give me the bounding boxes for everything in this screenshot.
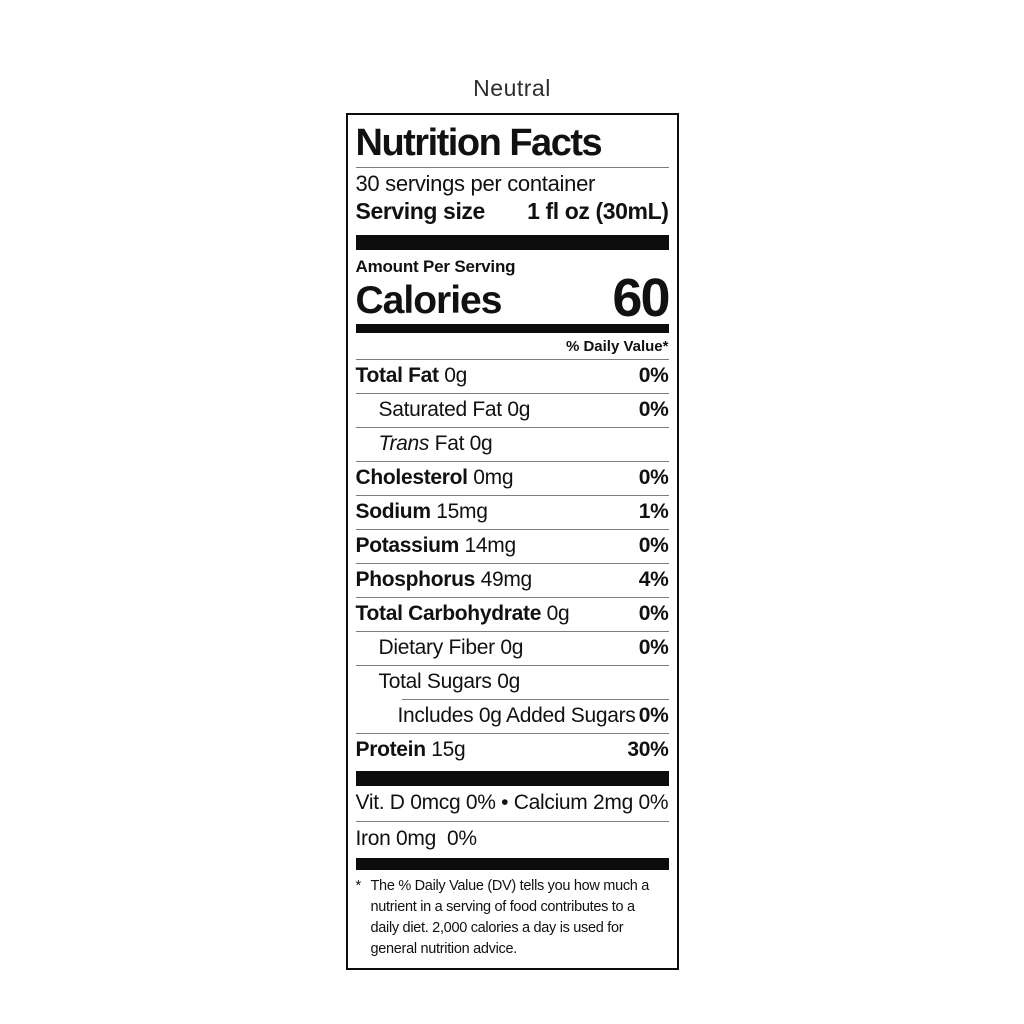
vitamin-separator bbox=[355, 821, 669, 823]
daily-value-percent: 0% bbox=[638, 466, 669, 490]
row-separator bbox=[355, 597, 669, 599]
title-separator bbox=[355, 167, 669, 168]
serving-size-label: Serving size bbox=[355, 198, 486, 224]
row-separator bbox=[355, 461, 669, 463]
nutrient-amount: 0g bbox=[507, 398, 531, 422]
nutrient-amount: 15mg bbox=[436, 500, 488, 524]
nutrient-amount: 15g bbox=[431, 738, 466, 762]
nutrient-row: Total Carbohydrate 0g 0% bbox=[356, 598, 669, 631]
nutrient-name: Total Sugars bbox=[378, 670, 492, 694]
daily-value-percent: 1% bbox=[638, 500, 669, 524]
nutrient-name: Includes 0g Added Sugars bbox=[397, 704, 636, 728]
nutrient-name-amount: Cholesterol 0mg bbox=[356, 465, 514, 491]
row-separator bbox=[401, 699, 669, 701]
nutrient-amount: 0mg bbox=[473, 466, 514, 490]
divider-bar-thick bbox=[355, 235, 669, 250]
footnote: * The % Daily Value (DV) tells you how m… bbox=[356, 876, 669, 960]
nutrient-row: Phosphorus 49mg 4% bbox=[356, 564, 669, 597]
footnote-asterisk: * bbox=[355, 878, 362, 895]
nutrient-amount: 0g bbox=[497, 670, 520, 694]
nutrient-name: Cholesterol bbox=[355, 466, 469, 490]
nutrient-name-amount: Dietary Fiber 0g bbox=[379, 635, 524, 661]
header-separator bbox=[355, 359, 669, 361]
nutrient-row: Total Sugars 0g bbox=[356, 666, 669, 699]
serving-size-row: Serving size 1 fl oz (30mL) bbox=[356, 197, 669, 226]
amount-per-serving-label: Amount Per Serving bbox=[355, 257, 516, 276]
calories-label: Calories bbox=[355, 279, 503, 323]
servings-per-container: 30 servings per container bbox=[355, 171, 596, 196]
nutrient-name: Protein bbox=[355, 738, 427, 762]
nutrient-name: Potassium bbox=[355, 534, 460, 558]
calories-value: 60 bbox=[612, 268, 670, 328]
nutrient-row: Saturated Fat 0g 0% bbox=[356, 394, 669, 427]
daily-value-percent: 0% bbox=[638, 398, 669, 422]
nutrient-row: Sodium 15mg 1% bbox=[356, 496, 669, 529]
divider-bar-medium bbox=[355, 324, 669, 334]
nutrient-name: Sodium bbox=[355, 500, 432, 524]
daily-value-percent: 0% bbox=[638, 704, 669, 728]
nutrient-name: Trans bbox=[378, 432, 430, 456]
vitamin-row-iron: Iron 0mg 0% bbox=[355, 827, 478, 851]
row-separator bbox=[355, 393, 669, 395]
row-separator bbox=[355, 563, 669, 565]
nutrient-amount: 0g bbox=[546, 602, 570, 626]
daily-value-header: % Daily Value* bbox=[565, 338, 669, 356]
nutrient-amount: 49mg bbox=[480, 568, 533, 592]
nutrient-name-amount: Trans Fat 0g bbox=[379, 431, 493, 457]
row-separator bbox=[355, 733, 669, 735]
nutrient-amount: Fat 0g bbox=[434, 432, 493, 456]
nutrient-name-amount: Sodium 15mg bbox=[356, 499, 488, 525]
daily-value-percent: 0% bbox=[638, 636, 669, 660]
label-title: Nutrition Facts bbox=[355, 122, 603, 164]
nutrition-facts-label: Nutrition Facts 30 servings per containe… bbox=[345, 113, 679, 971]
nutrient-row: Dietary Fiber 0g 0% bbox=[356, 632, 669, 665]
nutrient-name-amount: Total Fat 0g bbox=[356, 363, 468, 389]
row-separator bbox=[355, 631, 669, 633]
row-separator bbox=[355, 665, 669, 667]
nutrient-amount: 14mg bbox=[464, 534, 517, 558]
nutrient-row: Protein 15g 30% bbox=[356, 734, 669, 767]
row-separator bbox=[355, 529, 669, 531]
nutrient-name-amount: Phosphorus 49mg bbox=[355, 567, 533, 593]
nutrient-row: Trans Fat 0g bbox=[356, 428, 669, 461]
nutrient-row: Cholesterol 0mg 0% bbox=[356, 462, 669, 495]
nutrient-name: Total Carbohydrate bbox=[355, 602, 542, 626]
nutrient-name-amount: Potassium 14mg bbox=[355, 533, 517, 559]
nutrient-amount: 0g bbox=[500, 636, 524, 660]
nutrient-name-amount: Total Carbohydrate 0g bbox=[356, 601, 570, 627]
serving-size-value: 1 fl oz (30mL) bbox=[527, 198, 669, 224]
daily-value-percent: 0% bbox=[638, 602, 669, 626]
nutrient-row: Includes 0g Added Sugars 0% bbox=[356, 700, 669, 733]
daily-value-percent: 0% bbox=[638, 534, 669, 558]
daily-value-percent: 30% bbox=[627, 738, 669, 762]
nutrient-name: Saturated Fat bbox=[378, 398, 503, 422]
nutrient-rows: Total Fat 0g 0% Saturated Fat 0g 0% Trans Fa… bbox=[355, 360, 669, 767]
nutrient-name: Dietary Fiber bbox=[378, 636, 496, 660]
vitamin-row-vitd-calcium: Vit. D 0mcg 0% • Calcium 2mg 0% bbox=[355, 791, 669, 815]
nutrient-name-amount: Total Sugars 0g bbox=[378, 669, 521, 695]
row-separator bbox=[355, 427, 669, 429]
daily-value-percent: 0% bbox=[638, 364, 669, 388]
nutrient-name: Total Fat bbox=[355, 364, 440, 388]
row-separator bbox=[355, 495, 669, 497]
nutrient-name: Phosphorus bbox=[355, 568, 476, 592]
nutrient-name-amount: Protein 15g bbox=[356, 737, 466, 763]
divider-bar-thick bbox=[355, 771, 669, 787]
product-title: Neutral bbox=[473, 75, 551, 101]
divider-bar-thick bbox=[355, 858, 669, 871]
nutrient-row: Total Fat 0g 0% bbox=[356, 360, 669, 393]
nutrient-row: Potassium 14mg 0% bbox=[356, 530, 669, 563]
calories-row: Calories 60 bbox=[355, 268, 671, 328]
daily-value-percent: 4% bbox=[638, 568, 669, 592]
nutrient-name-amount: Saturated Fat 0g bbox=[379, 397, 531, 423]
footnote-text: The % Daily Value (DV) tells you how muc… bbox=[370, 878, 650, 958]
nutrient-name-amount: Includes 0g Added Sugars bbox=[398, 703, 636, 729]
nutrient-amount: 0g bbox=[444, 364, 468, 388]
